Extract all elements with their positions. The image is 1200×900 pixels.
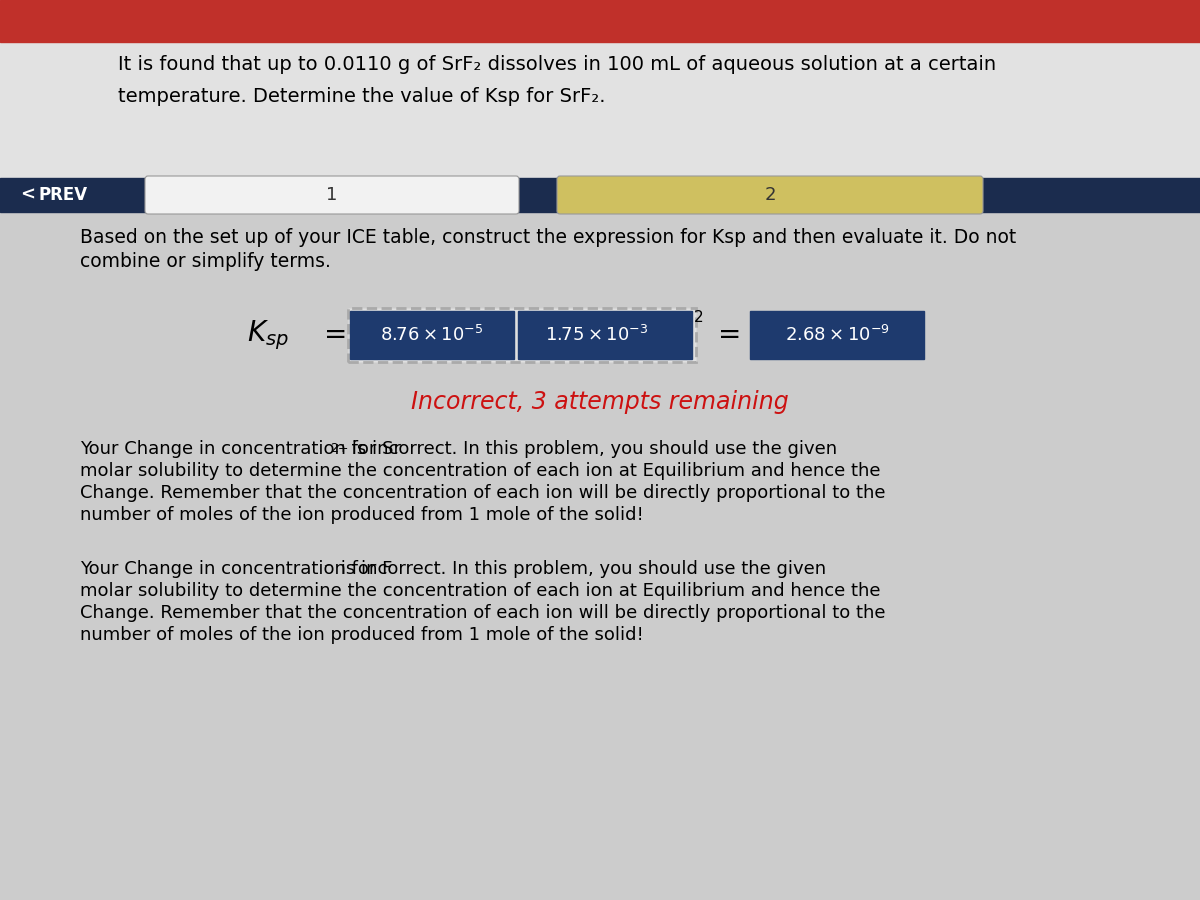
Text: Change. Remember that the concentration of each ion will be directly proportiona: Change. Remember that the concentration …	[80, 484, 886, 502]
Text: It is found that up to 0.0110 g of SrF₂ dissolves in 100 mL of aqueous solution : It is found that up to 0.0110 g of SrF₂ …	[118, 55, 996, 74]
FancyBboxPatch shape	[145, 176, 520, 214]
Bar	[0, 178, 1200, 212]
Text: $K_{sp}$: $K_{sp}$	[247, 319, 289, 352]
Text: 1: 1	[326, 186, 337, 204]
FancyBboxPatch shape	[348, 308, 696, 362]
FancyBboxPatch shape	[518, 311, 692, 359]
Text: PREV: PREV	[38, 186, 88, 204]
Text: $1.75 \times 10^{-3}$: $1.75 \times 10^{-3}$	[545, 325, 649, 345]
Text: molar solubility to determine the concentration of each ion at Equilibrium and h: molar solubility to determine the concen…	[80, 462, 881, 480]
Bar	[0, 42, 1200, 180]
Text: 2+: 2+	[330, 442, 349, 455]
FancyBboxPatch shape	[750, 311, 924, 359]
Text: =: =	[719, 321, 742, 349]
Text: Based on the set up of your ICE table, construct the expression for Ksp and then: Based on the set up of your ICE table, c…	[80, 228, 1016, 247]
Text: $2.68 \times 10^{-9}$: $2.68 \times 10^{-9}$	[785, 325, 889, 345]
Text: molar solubility to determine the concentration of each ion at Equilibrium and h: molar solubility to determine the concen…	[80, 582, 881, 600]
Text: Incorrect, 3 attempts remaining: Incorrect, 3 attempts remaining	[412, 390, 788, 414]
Bar	[0, 212, 1200, 900]
FancyBboxPatch shape	[557, 176, 983, 214]
Text: combine or simplify terms.: combine or simplify terms.	[80, 252, 331, 271]
Text: is incorrect. In this problem, you should use the given: is incorrect. In this problem, you shoul…	[335, 560, 827, 578]
Text: <: <	[20, 186, 35, 204]
Text: 2: 2	[694, 310, 703, 325]
Text: number of moles of the ion produced from 1 mole of the solid!: number of moles of the ion produced from…	[80, 506, 643, 524]
Text: Change. Remember that the concentration of each ion will be directly proportiona: Change. Remember that the concentration …	[80, 604, 886, 622]
FancyBboxPatch shape	[350, 311, 514, 359]
Text: $8.76 \times 10^{-5}$: $8.76 \times 10^{-5}$	[380, 325, 484, 345]
Text: ⁻: ⁻	[323, 562, 330, 575]
Text: Your Change in concentration for Sr: Your Change in concentration for Sr	[80, 440, 401, 458]
Text: =: =	[324, 321, 348, 349]
Text: number of moles of the ion produced from 1 mole of the solid!: number of moles of the ion produced from…	[80, 626, 643, 644]
Text: 2: 2	[764, 186, 775, 204]
Text: Your Change in concentration for F: Your Change in concentration for F	[80, 560, 392, 578]
Text: temperature. Determine the value of Ksp for SrF₂.: temperature. Determine the value of Ksp …	[118, 87, 606, 106]
Text: is incorrect. In this problem, you should use the given: is incorrect. In this problem, you shoul…	[347, 440, 838, 458]
Bar	[0, 0, 1200, 42]
